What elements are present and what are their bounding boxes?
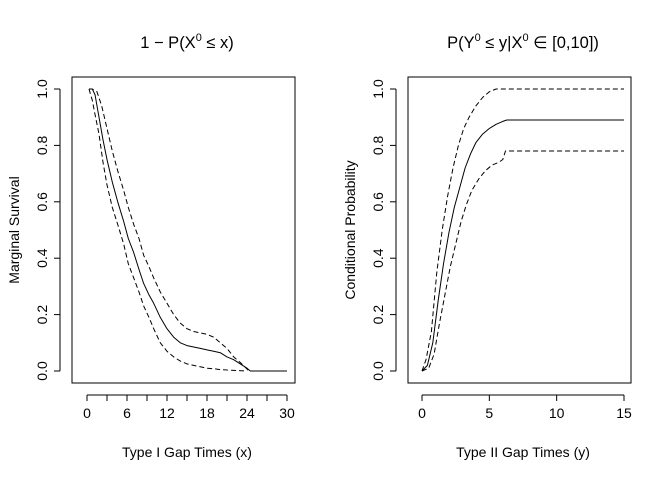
left-y-tick-label: 1.0 — [34, 79, 50, 99]
left-y-tick-label: 0.2 — [34, 305, 50, 325]
left-y-axis-label: Marginal Survival — [6, 176, 22, 283]
right-axis-ticks: 0 5 10 15 0.0 0.2 0.4 0.6 0.8 1.0 — [370, 79, 632, 421]
left-estimate-line — [89, 88, 287, 372]
left-x-tick-label: 30 — [279, 405, 295, 421]
right-y-tick-label: 0.6 — [370, 192, 386, 212]
right-dashed-band-line-2 — [421, 150, 624, 372]
left-plot-frame — [71, 76, 296, 384]
right-x-tick-label: 5 — [485, 405, 493, 421]
left-x-tick-label: 18 — [199, 405, 215, 421]
right-y-tick-label: 0.4 — [370, 248, 386, 268]
right-series-group — [421, 88, 624, 372]
left-x-tick-label: 6 — [123, 405, 131, 421]
left-panel-title: 1 − P(X0 ≤ x) — [140, 32, 234, 52]
right-y-tick-label: 0.2 — [370, 305, 386, 325]
right-y-tick-label: 0.0 — [370, 361, 386, 381]
left-dashed-band-line-2 — [88, 88, 248, 372]
left-dashed-band-line-1 — [89, 88, 250, 372]
left-y-tick-label: 0.4 — [34, 248, 50, 268]
left-y-tick-label: 0.0 — [34, 361, 50, 381]
left-series-group — [88, 88, 287, 372]
right-x-axis-label: Type II Gap Times (y) — [456, 444, 590, 460]
left-x-tick-label: 24 — [239, 405, 255, 421]
right-panel: P(Y0 ≤ y|X0 ∈ [0,10]) 0 5 10 15 0.0 0.2 0.4 0.6… — [342, 32, 632, 460]
right-plot-frame — [407, 76, 632, 384]
left-x-axis-label: Type I Gap Times (x) — [122, 444, 252, 460]
left-axis-ticks: 0 6 12 18 24 30 0.0 0.2 0.4 0.6 0.8 1.0 — [34, 79, 295, 421]
left-y-tick-label: 0.6 — [34, 192, 50, 212]
right-panel-title: P(Y0 ≤ y|X0 ∈ [0,10]) — [447, 32, 599, 52]
right-y-tick-label: 1.0 — [370, 79, 386, 99]
right-x-tick-label: 15 — [616, 405, 632, 421]
right-estimate-line — [421, 119, 624, 372]
left-y-tick-label: 0.8 — [34, 135, 50, 155]
left-panel: 1 − P(X0 ≤ x) 0 6 12 18 24 30 0.0 0.2 0.4 0.6 0.8 1… — [6, 32, 296, 460]
right-y-tick-label: 0.8 — [370, 135, 386, 155]
left-x-tick-label: 0 — [83, 405, 91, 421]
left-x-tick-label: 12 — [159, 405, 175, 421]
right-x-tick-label: 0 — [418, 405, 426, 421]
right-x-tick-label: 10 — [549, 405, 565, 421]
right-y-axis-label: Conditional Probability — [342, 160, 358, 299]
